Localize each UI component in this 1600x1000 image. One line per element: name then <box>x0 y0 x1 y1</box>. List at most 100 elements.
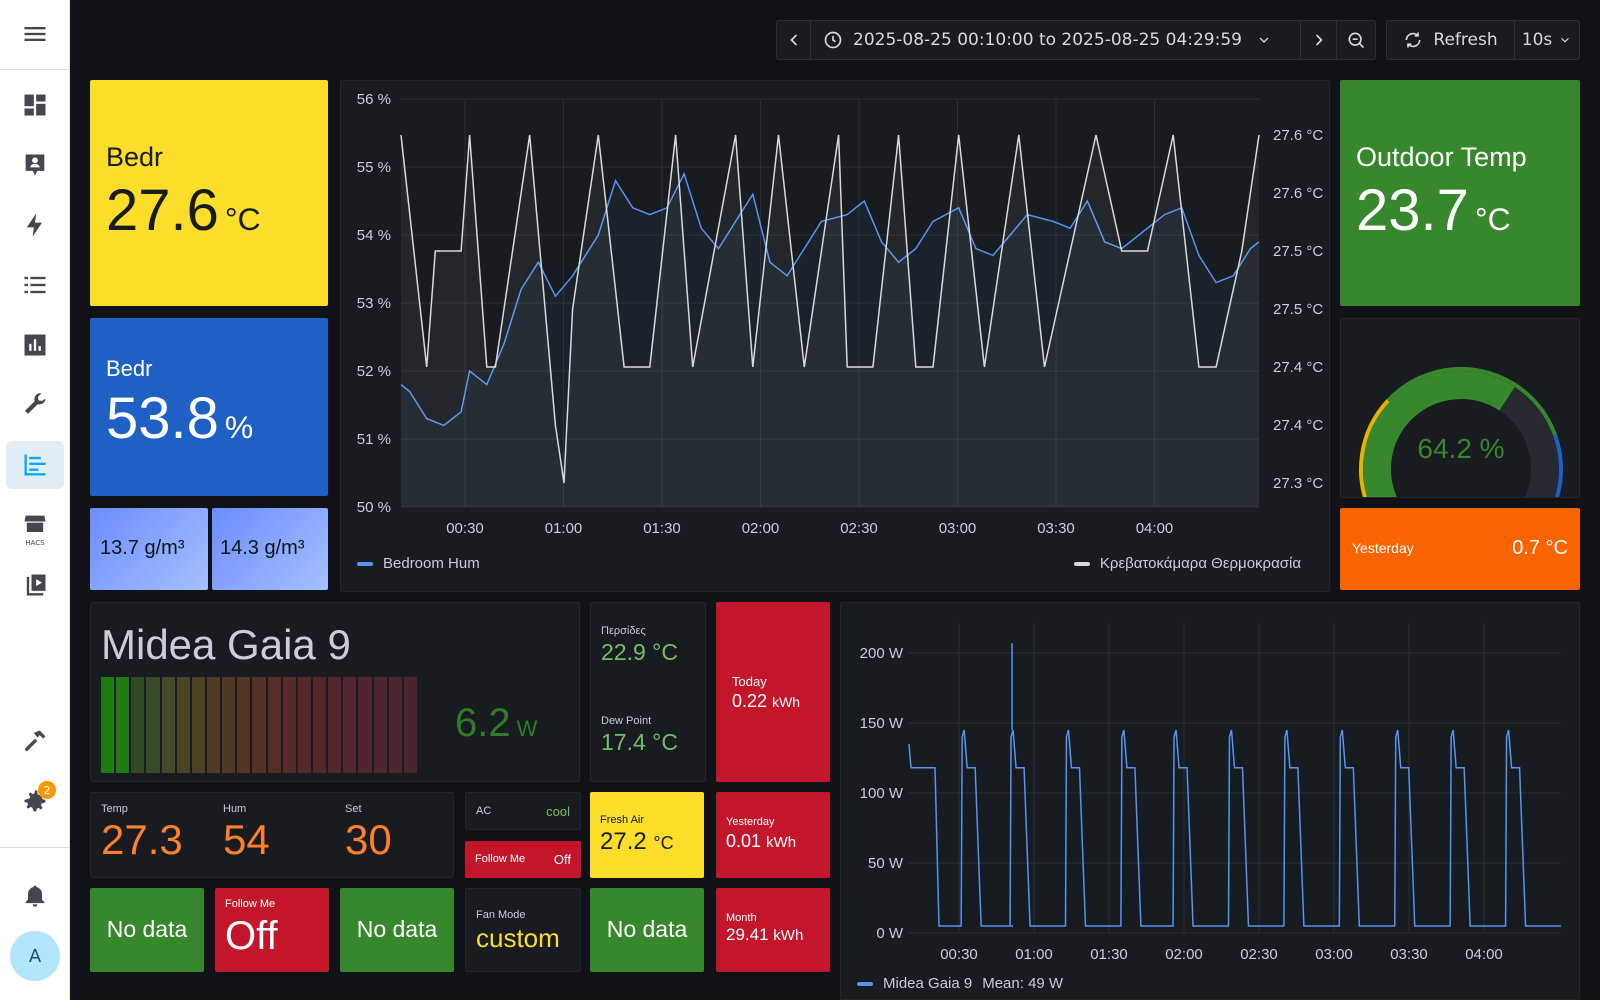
persides-dewpoint-panel[interactable]: Περσίδες 22.9 °C Dew Point 17.4 °C <box>590 602 706 782</box>
y-tick-label: 100 W <box>860 785 904 802</box>
y-left-tick-label: 51 % <box>357 431 391 448</box>
overview-icon[interactable] <box>6 81 64 129</box>
x-tick-label: 01:00 <box>1015 946 1053 963</box>
x-tick-label: 01:00 <box>545 520 583 537</box>
legend-label: Midea Gaia 9 <box>883 975 973 992</box>
energy-month-panel[interactable]: Month 29.41 kWh <box>716 888 830 972</box>
x-tick-label: 02:30 <box>840 520 878 537</box>
stat-value: 29.41 kWh <box>726 926 803 943</box>
avatar[interactable]: A <box>10 931 60 981</box>
abs-hum-panel-2[interactable]: 14.3 g/m³ <box>212 508 328 590</box>
fresh-air-panel[interactable]: Fresh Air 27.2 °C <box>590 792 704 878</box>
set-label: Set <box>345 803 362 815</box>
person-badge-icon[interactable] <box>6 141 64 189</box>
x-tick-label: 02:00 <box>1165 946 1203 963</box>
bar-gauge-cell <box>237 677 251 773</box>
y-right-tick-label: 27.5 °C <box>1273 301 1323 318</box>
abs-hum-panel-1[interactable]: 13.7 g/m³ <box>90 508 208 590</box>
x-tick-label: 03:00 <box>1315 946 1353 963</box>
ac-value: cool <box>546 804 570 819</box>
stat-value: 13.7 g/m³ <box>100 537 185 559</box>
humidity-gauge <box>1359 367 1563 497</box>
y-left-tick-label: 50 % <box>357 499 391 516</box>
media-icon[interactable] <box>6 561 64 609</box>
bedroom-temp-panel[interactable]: Bedr 27.6 °C <box>90 80 328 306</box>
outdoor-temp-panel[interactable]: Outdoor Temp 23.7 °C <box>1340 80 1580 306</box>
x-tick-label: 03:30 <box>1390 946 1428 963</box>
legend-bedroom-hum[interactable]: Bedroom Hum <box>357 555 480 572</box>
hammer-icon[interactable] <box>6 717 64 765</box>
y-left-tick-label: 55 % <box>357 159 391 176</box>
hacs-icon[interactable]: HACS <box>6 501 64 549</box>
time-back-button[interactable] <box>777 21 811 59</box>
bar-gauge-cell <box>282 677 296 773</box>
stat-value: 6.2 W <box>455 703 537 743</box>
no-data-panel-3[interactable]: No data <box>590 888 704 972</box>
follow-me-small-panel[interactable]: Follow Me Off <box>465 841 581 878</box>
temp-hum-chart-panel[interactable]: 56 % 55 % 54 % 53 % 52 % 51 % 50 % 27.6 °C 27.6 … <box>340 80 1330 592</box>
logbook-icon[interactable] <box>6 261 64 309</box>
humidity-gauge-panel[interactable]: 64.2 % <box>1340 318 1580 498</box>
stat-value-number: 53.8 <box>106 386 219 451</box>
stat-value-number: 27.2 <box>600 828 647 855</box>
stat-value: 0.7 °C <box>1512 537 1568 559</box>
stat-unit: kWh <box>766 834 797 851</box>
wrench-icon[interactable] <box>6 381 64 429</box>
follow-me-big-panel[interactable]: Follow Me Off <box>215 888 329 972</box>
y-left-tick-label: 53 % <box>357 295 391 312</box>
stat-value: 0.22 kWh <box>732 692 800 710</box>
bar-gauge-cell <box>146 677 160 773</box>
temp-value: 27.3 <box>101 816 183 863</box>
energy-icon[interactable] <box>6 201 64 249</box>
stat-value-number: 0.01 <box>726 831 762 851</box>
x-tick-label: 02:00 <box>742 520 780 537</box>
stat-title: Fresh Air <box>600 814 645 826</box>
time-forward-button[interactable] <box>1301 21 1337 59</box>
stat-unit: °C <box>1474 201 1511 237</box>
thermostat-readings-panel[interactable]: Temp 27.3 Hum 54 Set 30 <box>90 792 454 878</box>
ac-mode-panel[interactable]: AC cool <box>465 792 581 830</box>
grafana-dashboard-icon[interactable] <box>6 441 64 489</box>
power-chart-panel[interactable]: 200 W 150 W 100 W 50 W 0 W 00:30 01:00 01:30 02:… <box>840 602 1580 1000</box>
midea-power-panel[interactable]: Midea Gaia 9 6.2 W <box>90 602 580 782</box>
refresh-button[interactable]: Refresh <box>1387 21 1515 59</box>
stat-value: 0.01 kWh <box>726 832 796 850</box>
refresh-interval-picker[interactable]: 10s <box>1515 21 1579 59</box>
refresh-group: Refresh 10s <box>1386 20 1580 60</box>
bedroom-hum-panel[interactable]: Bedr 53.8% <box>90 318 328 496</box>
stat-title: Bedr <box>106 142 164 172</box>
gauge-value: 64.2 % <box>1417 433 1505 464</box>
yesterday-temp-panel[interactable]: Yesterday 0.7 °C <box>1340 508 1580 590</box>
refresh-label: Refresh <box>1433 30 1498 50</box>
set-value: 30 <box>345 816 392 863</box>
menu-icon[interactable] <box>6 10 64 58</box>
bar-gauge-cell <box>101 677 115 773</box>
legend-label: Κρεβατοκάμαρα Θερμοκρασία <box>1099 555 1301 572</box>
bell-icon[interactable] <box>6 871 64 919</box>
hacs-label: HACS <box>25 539 45 547</box>
y-right-tick-label: 27.4 °C <box>1273 417 1323 434</box>
zoom-out-button[interactable] <box>1337 21 1375 59</box>
energy-today-panel[interactable]: Today 0.22 kWh <box>716 602 830 782</box>
chevron-left-icon <box>789 34 797 46</box>
energy-yesterday-panel[interactable]: Yesterday 0.01 kWh <box>716 792 830 878</box>
stat-value: 27.6 °C <box>106 182 261 240</box>
stat-title: Fan Mode <box>476 909 526 921</box>
hum-value: 54 <box>223 816 270 863</box>
stat-value-number: 29.41 <box>726 925 769 944</box>
stat-unit: °C <box>224 201 261 237</box>
stat-unit: W <box>516 716 538 741</box>
history-icon[interactable] <box>6 321 64 369</box>
legend-midea-power[interactable]: Midea Gaia 9 Mean: 49 W <box>857 975 1063 992</box>
settings-icon[interactable]: 2 <box>6 777 64 825</box>
no-data-panel-2[interactable]: No data <box>340 888 454 972</box>
no-data-panel-1[interactable]: No data <box>90 888 204 972</box>
fan-mode-panel[interactable]: Fan Mode custom <box>465 888 581 972</box>
bar-gauge-cell <box>222 677 236 773</box>
time-range-picker[interactable]: 2025-08-25 00:10:00 to 2025-08-25 04:29:… <box>811 21 1301 59</box>
power-bar-gauge <box>101 677 417 773</box>
series-line-power <box>908 729 1561 927</box>
stat-title: Month <box>726 912 757 924</box>
legend-bedroom-temp[interactable]: Κρεβατοκάμαρα Θερμοκρασία <box>1073 555 1301 572</box>
time-range-text: 2025-08-25 00:10:00 to 2025-08-25 04:29:… <box>853 30 1242 50</box>
